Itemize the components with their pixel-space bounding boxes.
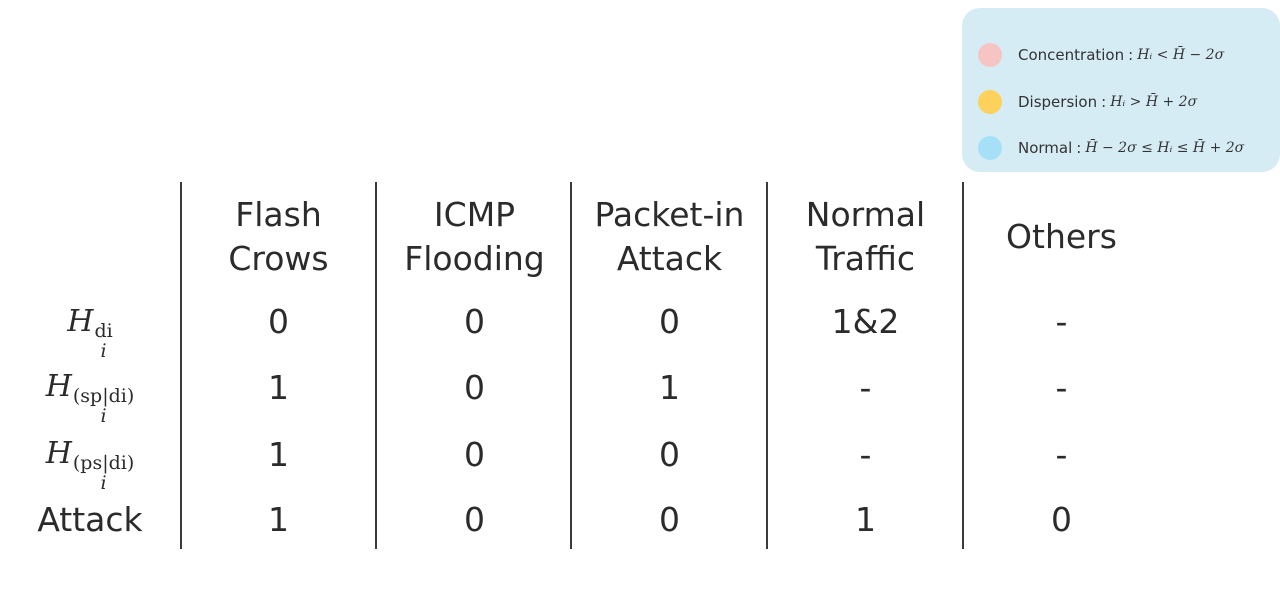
column-header-normal-traffic: Normal Traffic <box>768 193 963 281</box>
legend-label: Concentration <box>1018 46 1125 64</box>
column-header-icmp-flooding: ICMP Flooding <box>377 193 572 281</box>
row-header-sup: (ps|di) <box>72 452 135 474</box>
column-divider <box>766 182 768 549</box>
table-cell: - <box>1055 368 1068 407</box>
table-cell: 1 <box>659 368 680 407</box>
column-divider <box>180 182 182 549</box>
column-header-line: ICMP <box>433 195 516 234</box>
table-cell: 0 <box>464 302 485 341</box>
row-header-sub: i <box>100 472 107 494</box>
table-cell: 1 <box>268 435 289 474</box>
row-header-base: H <box>45 369 72 404</box>
table-cell: 0 <box>268 302 289 341</box>
row-header-h-ps-di: H (ps|di) i <box>20 432 160 493</box>
table-cell: - <box>859 368 872 407</box>
table-cell: - <box>1055 435 1068 474</box>
row-header-sub: i <box>100 340 107 362</box>
column-divider <box>962 182 964 549</box>
table-cell: 0 <box>659 302 680 341</box>
table-cell: 1 <box>855 500 876 539</box>
column-header-line: Packet-in <box>594 195 745 234</box>
legend-separator: : <box>1101 93 1107 111</box>
column-header-line: Traffic <box>815 239 916 278</box>
legend-item-normal: Normal : H̄ − 2σ ≤ Hᵢ ≤ H̄ + 2σ <box>978 133 1244 163</box>
row-header-sub: i <box>100 405 107 427</box>
row-header-h-sp-di: H (sp|di) i <box>20 365 160 426</box>
column-header-line: Flooding <box>404 239 545 278</box>
legend-separator: : <box>1076 139 1082 157</box>
table-cell: - <box>859 435 872 474</box>
table-cell: 1&2 <box>831 302 900 341</box>
column-header-others: Others <box>964 215 1159 259</box>
legend-item-dispersion: Dispersion : Hᵢ > H̄ + 2σ <box>978 87 1197 117</box>
table-cell: 0 <box>464 435 485 474</box>
table-cell: 0 <box>1051 500 1072 539</box>
row-header-base: H <box>45 436 72 471</box>
column-header-flash-crows: Flash Crows <box>181 193 376 281</box>
column-divider <box>375 182 377 549</box>
legend-label: Normal <box>1018 139 1073 157</box>
column-header-line: Others <box>1006 217 1117 256</box>
column-header-line: Crows <box>228 239 329 278</box>
table-cell: 1 <box>268 368 289 407</box>
column-header-line: Flash <box>235 195 322 234</box>
table-cell: 0 <box>659 435 680 474</box>
row-header-sup: (sp|di) <box>72 385 135 407</box>
column-divider <box>570 182 572 549</box>
legend: Concentration : Hᵢ < H̄ − 2σ Dispersion … <box>962 8 1280 172</box>
dispersion-dot-icon <box>978 90 1002 114</box>
legend-label: Dispersion <box>1018 93 1098 111</box>
table-cell: 0 <box>464 368 485 407</box>
legend-separator: : <box>1128 46 1134 64</box>
row-header-attack: Attack <box>37 500 143 539</box>
concentration-dot-icon <box>978 43 1002 67</box>
normal-dot-icon <box>978 136 1002 160</box>
legend-formula: H̄ − 2σ ≤ Hᵢ ≤ H̄ + 2σ <box>1085 140 1245 156</box>
column-header-line: Attack <box>616 239 723 278</box>
table-cell: 1 <box>268 500 289 539</box>
row-header-sup: di <box>94 320 113 342</box>
table-cell: - <box>1055 302 1068 341</box>
legend-formula: Hᵢ < H̄ − 2σ <box>1137 47 1225 63</box>
legend-formula: Hᵢ > H̄ + 2σ <box>1110 94 1198 110</box>
column-header-packet-in-attack: Packet-in Attack <box>572 193 767 281</box>
table-cell: 0 <box>659 500 680 539</box>
table-cell: 0 <box>464 500 485 539</box>
row-header-base: H <box>67 304 94 339</box>
legend-item-concentration: Concentration : Hᵢ < H̄ − 2σ <box>978 40 1224 70</box>
column-header-line: Normal <box>805 195 926 234</box>
